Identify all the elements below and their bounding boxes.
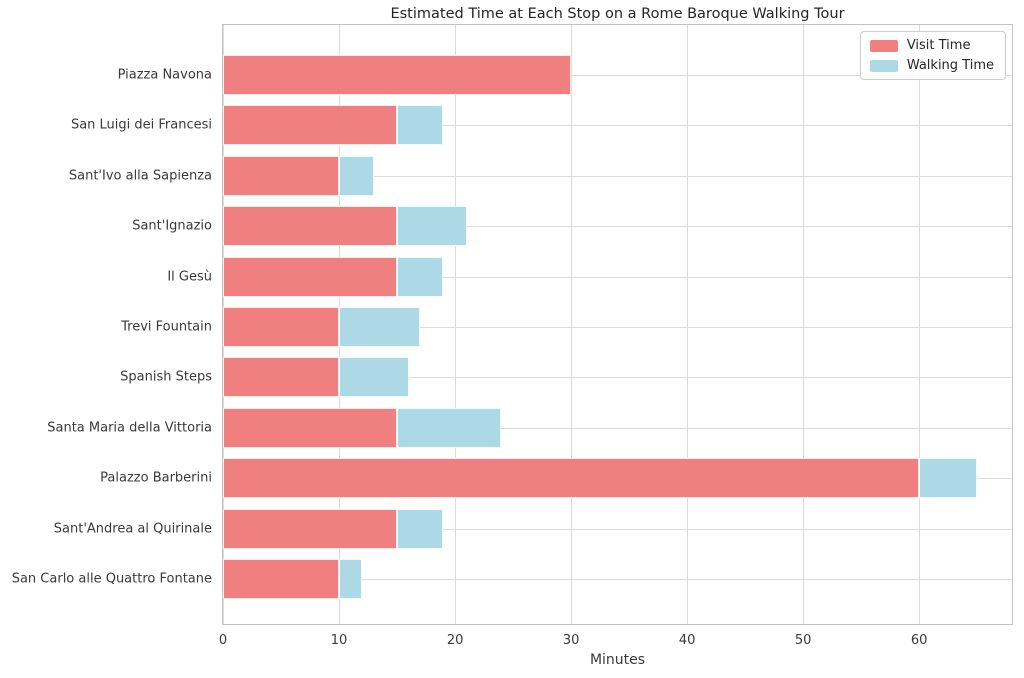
bar-segment-walking-time [339, 357, 409, 398]
y-tick-label: Sant'Ivo alla Sapienza [68, 168, 212, 184]
bar-segment-walking-time [919, 458, 978, 499]
legend-item-visit-time: Visit Time [869, 38, 994, 53]
x-tick-label: 20 [446, 633, 464, 648]
gridline-horizontal [223, 377, 1012, 379]
bar-segment-visit-time [223, 407, 397, 448]
y-tick-label: San Luigi dei Francesi [70, 117, 212, 133]
bar-segment-visit-time [223, 55, 572, 95]
bar-segment-visit-time [223, 458, 920, 499]
y-tick-label: Sant'Andrea al Quirinale [53, 521, 212, 537]
y-tick-label: Sant'Ignazio [132, 218, 212, 234]
y-tick-label: Piazza Navona [117, 67, 212, 83]
gridline-vertical [919, 25, 921, 624]
x-tick-label: 10 [330, 633, 348, 648]
y-tick-label: Il Gesù [167, 269, 212, 285]
y-axis-labels: Piazza Navona San Luigi dei Francesi Sant'… [0, 25, 212, 624]
gridline-horizontal [223, 528, 1012, 530]
bar-segment-walking-time [339, 155, 374, 196]
x-axis-label: Minutes [589, 652, 646, 668]
gridline-horizontal [223, 226, 1012, 228]
bar-segment-visit-time [223, 256, 397, 297]
bar-segment-walking-time [397, 508, 444, 549]
gridline-horizontal [223, 579, 1012, 580]
bar-segment-walking-time [397, 407, 502, 448]
x-tick-label: 40 [678, 633, 696, 648]
legend-label-visit-time: Visit Time [906, 38, 971, 53]
legend-swatch-walking-time [869, 59, 898, 72]
gridline-vertical [455, 25, 457, 624]
x-tick-label: 60 [910, 633, 928, 648]
y-tick-label: Spanish Steps [120, 369, 212, 385]
bar-segment-visit-time [223, 155, 339, 196]
gridline-horizontal [223, 175, 1012, 177]
bar-segment-visit-time [223, 307, 339, 347]
legend: Visit Time Walking Time [859, 31, 1006, 80]
gridline-horizontal [223, 327, 1012, 328]
bar-segment-visit-time [223, 105, 397, 146]
bar-segment-visit-time [223, 357, 339, 398]
bar-segment-walking-time [339, 559, 363, 599]
bar-segment-visit-time [223, 559, 339, 599]
bar-segment-walking-time [397, 256, 444, 297]
gridline-vertical [803, 25, 805, 624]
legend-item-walking-time: Walking Time [869, 58, 994, 73]
bar-segment-walking-time [397, 206, 467, 247]
y-tick-label: San Carlo alle Quattro Fontane [11, 571, 212, 587]
y-tick-label: Trevi Fountain [121, 319, 212, 335]
bar-segment-walking-time [339, 307, 421, 347]
bar-segment-walking-time [397, 105, 444, 146]
y-tick-label: Santa Maria della Vittoria [47, 420, 212, 436]
x-tick-label: 30 [562, 633, 580, 648]
gridline-horizontal [223, 75, 1012, 76]
bar-segment-visit-time [223, 508, 397, 549]
x-tick-label: 0 [218, 633, 228, 648]
legend-label-walking-time: Walking Time [906, 58, 994, 73]
gridline-vertical [687, 25, 689, 624]
gridline-horizontal [223, 427, 1012, 429]
bar-segment-visit-time [223, 206, 397, 247]
gridline-vertical [571, 25, 573, 624]
chart-title: Estimated Time at Each Stop on a Rome Ba… [390, 6, 845, 22]
plot-area: Visit Time Walking Time [222, 24, 1013, 625]
legend-swatch-visit-time [869, 39, 898, 52]
x-axis-ticks: 0 10 20 30 40 50 60 [219, 633, 1012, 649]
gridline-horizontal [223, 276, 1012, 278]
x-tick-label: 50 [794, 633, 812, 648]
y-tick-label: Palazzo Barberini [100, 470, 212, 486]
gridline-horizontal [223, 125, 1012, 127]
